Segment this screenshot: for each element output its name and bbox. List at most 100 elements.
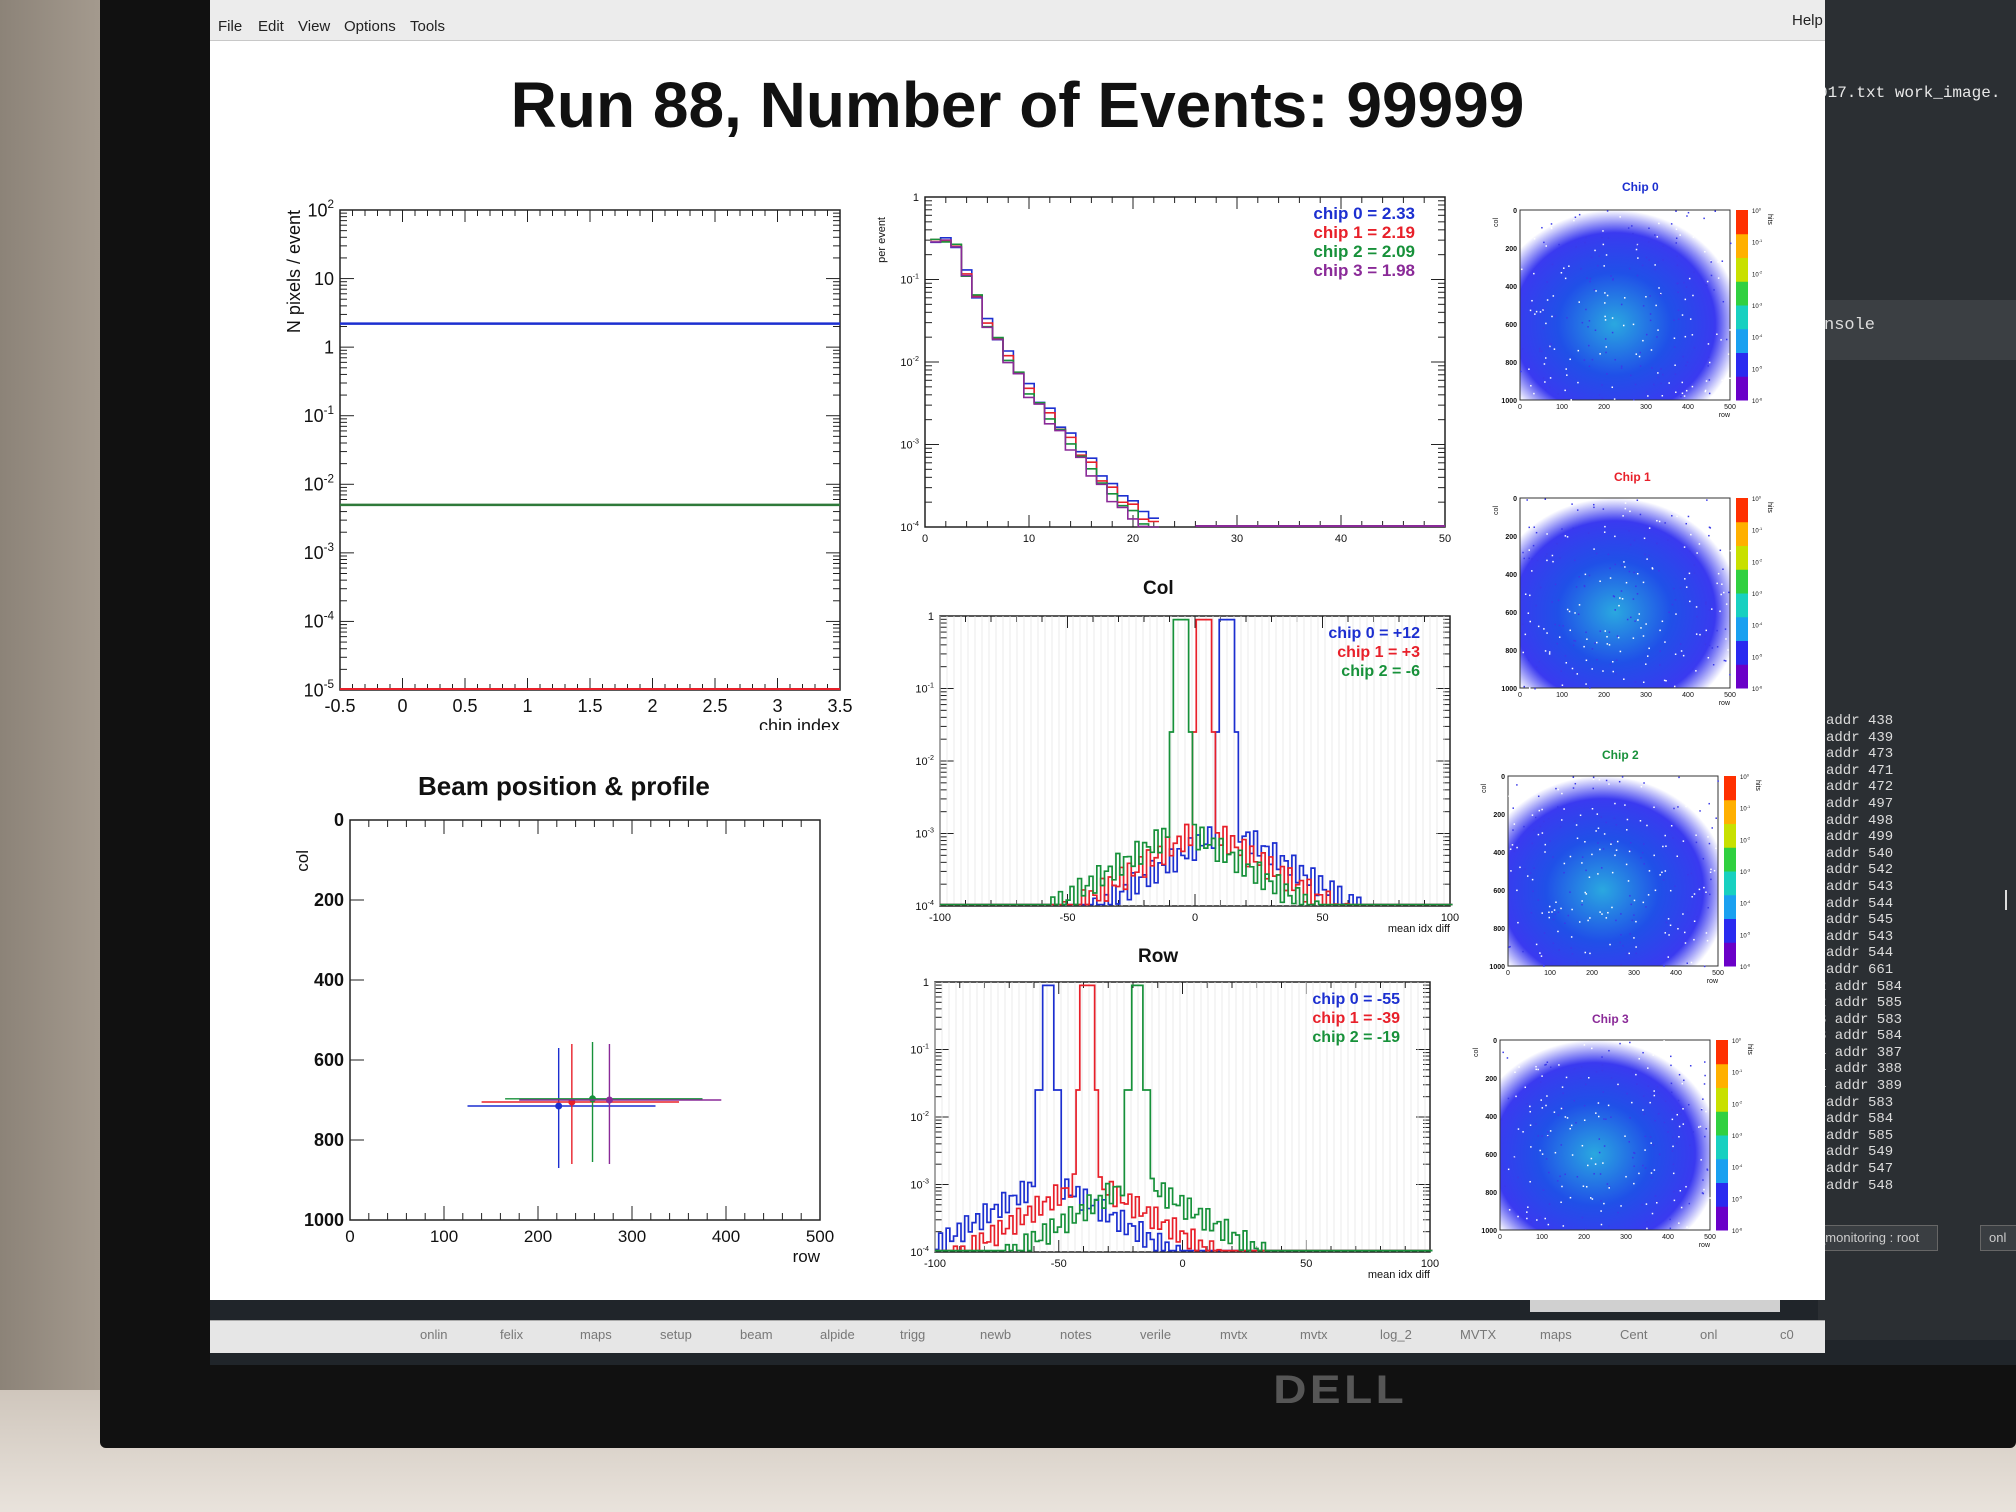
hitmap-pixel bbox=[1610, 1116, 1612, 1118]
menu-file[interactable]: File bbox=[218, 18, 243, 35]
taskbar-item[interactable]: mvtx bbox=[1300, 1327, 1328, 1342]
hitmap-pixel bbox=[1547, 817, 1550, 820]
y-tick-label: 10-1 bbox=[304, 404, 334, 426]
hitmap-pixel bbox=[1560, 272, 1563, 274]
hitmap-pixel bbox=[1606, 635, 1608, 638]
hitmap-pixel bbox=[1693, 572, 1696, 574]
hitmap-pixel bbox=[1680, 1206, 1683, 1209]
hitmap-pixel bbox=[1702, 1179, 1704, 1181]
menu-help[interactable]: Help bbox=[1792, 12, 1823, 29]
hitmap-pixel bbox=[1597, 827, 1600, 829]
hitmap-pixel bbox=[1604, 319, 1607, 321]
y-tick-label: 600 bbox=[1493, 888, 1505, 895]
taskbar-item[interactable]: alpide bbox=[820, 1327, 855, 1342]
hitmap-pixel bbox=[1657, 329, 1659, 331]
hitmap-pixel bbox=[1705, 284, 1707, 286]
hitmap-pixel bbox=[1682, 654, 1685, 657]
taskbar-item[interactable]: setup bbox=[660, 1327, 692, 1342]
terminal-window[interactable]: 017.txt work_image. nsole addr 438 addr 4… bbox=[1818, 0, 2016, 1340]
taskbar-item[interactable]: mvtx bbox=[1220, 1327, 1248, 1342]
hitmap-pixel bbox=[1635, 1069, 1638, 1072]
hitmap-pixel bbox=[1706, 284, 1708, 287]
hitmap-pixel bbox=[1676, 264, 1679, 267]
hitmap-pixel bbox=[1704, 643, 1707, 646]
hitmap-pixel bbox=[1642, 1109, 1644, 1111]
taskbar-item[interactable]: beam bbox=[740, 1327, 773, 1342]
hitmap-pixel bbox=[1625, 1175, 1627, 1178]
hitmap-pixel bbox=[1671, 1150, 1674, 1152]
taskbar-item[interactable]: MVTX bbox=[1460, 1327, 1497, 1342]
hitmap-pixel bbox=[1659, 650, 1661, 653]
hitmap-pixel bbox=[1644, 822, 1647, 825]
hitmap-pixel bbox=[1540, 1099, 1542, 1101]
taskbar-item[interactable]: c0 bbox=[1780, 1327, 1794, 1342]
hitmap-pixel bbox=[1629, 849, 1632, 851]
taskbar-item[interactable]: newb bbox=[980, 1327, 1012, 1342]
console-pane[interactable]: nsole bbox=[1818, 300, 2016, 360]
hitmap-pixel bbox=[1573, 1068, 1576, 1070]
hitmap-pixel bbox=[1670, 223, 1673, 225]
hitmap-pixel bbox=[1585, 683, 1587, 685]
hitmap-pixel bbox=[1693, 346, 1696, 349]
hitmap-pixel bbox=[1601, 397, 1604, 400]
hitmap-pixel bbox=[1512, 793, 1515, 796]
hitmap-pixel bbox=[1564, 389, 1566, 392]
y-tick-label: 1000 bbox=[1489, 964, 1505, 971]
y-tick-label: 600 bbox=[1505, 610, 1517, 617]
hitmap-pixel bbox=[1582, 1185, 1585, 1187]
hitmap-pixel bbox=[1728, 377, 1731, 380]
y-tick-label: 10-1 bbox=[900, 272, 919, 286]
hitmap-pixel bbox=[1698, 543, 1701, 545]
taskbar-item[interactable]: maps bbox=[1540, 1327, 1572, 1342]
hitmap-pixel bbox=[1541, 832, 1544, 834]
taskbar-item[interactable]: log_2 bbox=[1380, 1327, 1412, 1342]
col-diff-plot: -100 -50 0 50 100 10-4 10-3 10-2 10-1 1 chip 0 = +… bbox=[915, 611, 1459, 935]
hitmap-pixel bbox=[1552, 560, 1554, 563]
hitmap-pixel bbox=[1703, 217, 1705, 220]
taskbar-item[interactable]: onlin bbox=[420, 1327, 448, 1342]
hitmap-pixel bbox=[1712, 805, 1714, 807]
x-tick-label: 50 bbox=[1300, 1258, 1312, 1270]
hitmap-pixel bbox=[1588, 320, 1591, 322]
hitmap-pixel bbox=[1708, 842, 1711, 845]
menu-edit[interactable]: Edit bbox=[258, 18, 284, 35]
taskbar-item[interactable]: trigg bbox=[900, 1327, 926, 1342]
taskbar-item[interactable]: felix bbox=[500, 1327, 524, 1342]
colorbar-segment bbox=[1736, 545, 1748, 570]
hitmap-pixel bbox=[1670, 1064, 1672, 1067]
hitmap-pixel bbox=[1569, 358, 1571, 361]
menu-view[interactable]: View bbox=[298, 18, 331, 35]
legend-entry: chip 2 = -6 bbox=[1341, 663, 1420, 680]
hitmap-pixel bbox=[1670, 1091, 1673, 1094]
hitmap-pixel bbox=[1713, 521, 1715, 523]
hitmap-pixel bbox=[1569, 855, 1572, 858]
horizontal-scrollbar[interactable] bbox=[1530, 1300, 1780, 1312]
y-tick-label: 1000 bbox=[1501, 686, 1517, 693]
taskbar-item[interactable]: onl bbox=[1700, 1327, 1718, 1342]
hitmap-pixel bbox=[1579, 1077, 1582, 1079]
hitmap-pixel bbox=[1678, 1125, 1681, 1128]
hitmap-pixel bbox=[1580, 267, 1582, 270]
hitmap-pixel bbox=[1647, 894, 1650, 896]
hitmap-pixel bbox=[1654, 268, 1657, 271]
hitmap-pixel bbox=[1550, 226, 1553, 229]
hitmap-pixel bbox=[1693, 519, 1695, 522]
menu-tools[interactable]: Tools bbox=[410, 18, 446, 35]
hitmap-pixel bbox=[1692, 1131, 1695, 1133]
taskbar-item[interactable]: verile bbox=[1140, 1327, 1172, 1342]
taskbar-item[interactable]: maps bbox=[580, 1327, 612, 1342]
hitmap-pixel bbox=[1687, 515, 1690, 518]
hitmap-pixel bbox=[1584, 1228, 1587, 1230]
taskbar-tab-onl[interactable]: onl bbox=[1980, 1225, 2016, 1251]
hitmap-pixel bbox=[1603, 265, 1605, 267]
menu-options[interactable]: Options bbox=[344, 18, 396, 35]
taskbar-item[interactable]: notes bbox=[1060, 1327, 1092, 1342]
hitmap-pixel bbox=[1620, 1205, 1622, 1207]
hitmap-pixel bbox=[1569, 629, 1572, 632]
hitmap-pixel bbox=[1589, 917, 1591, 919]
root-canvas-window[interactable]: File Edit View Options Tools Help Run 88… bbox=[210, 0, 1825, 1312]
taskbar-item[interactable]: Cent bbox=[1620, 1327, 1648, 1342]
hitmap-pixel bbox=[1518, 1066, 1520, 1068]
hitmap-pixel bbox=[1538, 347, 1541, 350]
hitmap-pixel bbox=[1625, 863, 1628, 866]
